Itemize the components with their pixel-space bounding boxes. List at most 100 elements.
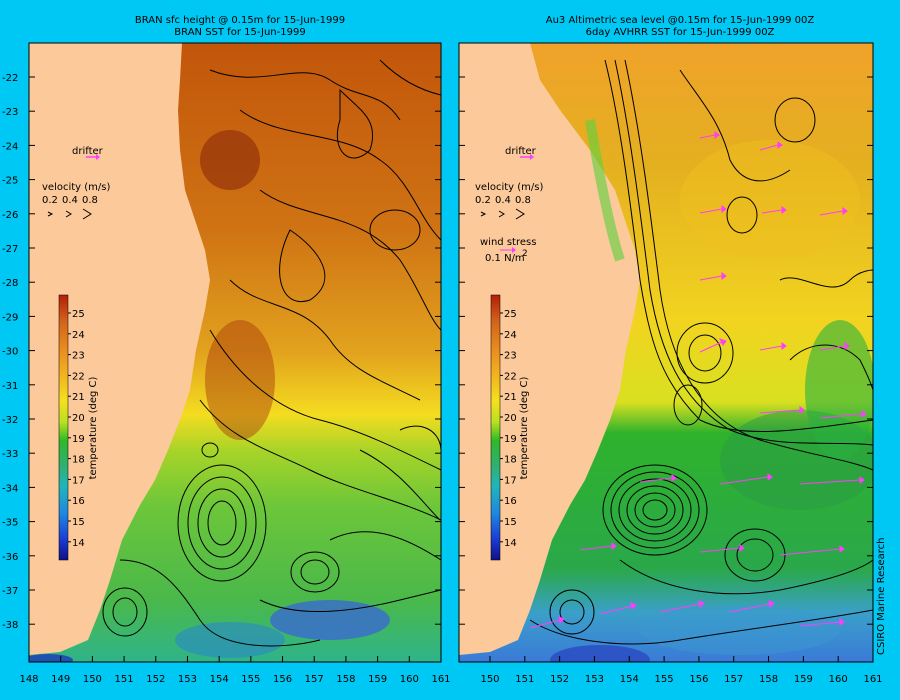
left-drifter-arrow-icon: [86, 154, 100, 160]
colorbar-tick-label: 18: [504, 455, 517, 466]
y-tick-label: -30: [2, 347, 18, 358]
y-tick-label: -37: [2, 586, 18, 597]
right-velocity-scale-0: 0.2: [475, 195, 491, 206]
left-title-line1: BRAN sfc height @ 0.15m for 15-Jun-1999: [134, 15, 346, 26]
x-tick-label: 155: [241, 674, 260, 685]
colorbar-tick-label: 17: [72, 475, 85, 486]
y-tick-label: -27: [2, 244, 18, 255]
left-map: [29, 43, 441, 662]
x-tick-label: 152: [146, 674, 165, 685]
y-tick-label: -35: [2, 518, 18, 529]
right-drifter-label: drifter: [505, 146, 537, 157]
y-tick-label: -24: [2, 141, 18, 152]
colorbar-tick-label: 24: [72, 330, 85, 341]
x-tick-label: 148: [19, 674, 38, 685]
right-velocity-scale-1: 0.4: [495, 195, 511, 206]
colorbar-tick-label: 14: [72, 538, 85, 549]
x-tick-label: 151: [515, 674, 534, 685]
left-ocean: [29, 43, 441, 662]
left-velocity-scale-1: 0.4: [62, 195, 78, 206]
colorbar-tick-label: 23: [504, 351, 517, 362]
colorbar-tick-label: 24: [504, 330, 517, 341]
left-velocity-scale-2: 0.8: [82, 195, 98, 206]
y-tick-label: -22: [2, 73, 18, 84]
colorbar-tick-label: 14: [504, 538, 517, 549]
x-tick-label: 159: [368, 674, 387, 685]
right-contours: [529, 59, 873, 645]
right-map: [459, 43, 873, 662]
y-tick-label: -29: [2, 312, 18, 323]
y-tick-label: -23: [2, 107, 18, 118]
y-tick-label: -28: [2, 278, 18, 289]
right-title-line1: Au3 Altimetric sea level @0.15m for 15-J…: [545, 15, 815, 26]
colorbar-tick-label: 17: [504, 475, 517, 486]
colorbar-tick-label: 20: [504, 413, 517, 424]
x-tick-label: 155: [655, 674, 674, 685]
x-tick-label: 154: [620, 674, 639, 685]
colorbar-tick-label: 25: [504, 309, 517, 320]
left-velocity-arrows-icon: [47, 208, 92, 220]
x-tick-label: 156: [273, 674, 292, 685]
colorbar-tick-label: 19: [504, 434, 517, 445]
colorbar-tick-label: 20: [72, 413, 85, 424]
y-tick-label: -26: [2, 210, 18, 221]
y-tick-label: -32: [2, 415, 18, 426]
x-tick-label: 149: [51, 674, 70, 685]
right-velocity-scale-2: 0.8: [515, 195, 531, 206]
x-tick-label: 161: [431, 674, 450, 685]
right-velocity-label: velocity (m/s): [475, 182, 543, 193]
x-tick-label: 158: [336, 674, 355, 685]
left-y-axis-ticks: -22 -23 -24 -25 -26 -27 -28 -29 -30 -31 -32 -33 -34 -…: [2, 73, 873, 631]
colorbar-tick-label: 23: [72, 351, 85, 362]
colorbar-tick-label: 15: [72, 517, 85, 528]
y-tick-label: -33: [2, 449, 18, 460]
right-colorbar-label: temperature (deg C): [519, 376, 530, 479]
x-tick-label: 154: [210, 674, 229, 685]
x-tick-label: 160: [829, 674, 848, 685]
x-tick-label: 161: [863, 674, 882, 685]
left-contours: [102, 59, 441, 647]
right-title-line2: 6day AVHRR SST for 15-Jun-1999 00Z: [585, 27, 775, 38]
left-colorbar-ticks: 25 24 23 22 21 20 19 18 17 16 15 14: [68, 309, 85, 549]
left-x-axis-ticks: 148 149 150 151 152 153 154 155 156 157 158 159 160 1…: [19, 656, 451, 685]
right-wind-label: wind stress: [480, 237, 536, 248]
colorbar-tick-label: 18: [72, 455, 85, 466]
y-tick-label: -25: [2, 176, 18, 187]
y-tick-label: -31: [2, 381, 18, 392]
x-tick-label: 159: [794, 674, 813, 685]
y-tick-label: -34: [2, 483, 18, 494]
x-tick-label: 157: [724, 674, 743, 685]
left-title-line2: BRAN SST for 15-Jun-1999: [174, 27, 306, 38]
right-x-axis-ticks: 150 151 152 153 154 155 156 157 158 159 160 161: [480, 656, 883, 685]
y-tick-label: -38: [2, 620, 18, 631]
left-colorbar-label: temperature (deg C): [88, 376, 99, 479]
x-tick-label: 150: [480, 674, 499, 685]
x-tick-label: 160: [400, 674, 419, 685]
colorbar-tick-label: 16: [72, 496, 85, 507]
right-wind-arrows: [529, 131, 867, 629]
colorbar-tick-label: 21: [504, 392, 517, 403]
right-colorbar-ticks: 25 24 23 22 21 20 19 18 17 16 15 14: [500, 309, 517, 549]
y-tick-label: -36: [2, 552, 18, 563]
x-tick-label: 150: [83, 674, 102, 685]
right-velocity-arrows-icon: [480, 208, 525, 220]
right-wind-value: 0.1 N/m: [485, 253, 525, 264]
colorbar-tick-label: 19: [72, 434, 85, 445]
right-colorbar: [490, 294, 501, 561]
colorbar-tick-label: 22: [504, 371, 517, 382]
colorbar-tick-label: 25: [72, 309, 85, 320]
colorbar-tick-label: 21: [72, 392, 85, 403]
colorbar-tick-label: 15: [504, 517, 517, 528]
right-wind-legend-arrow-icon: [500, 247, 516, 253]
right-wind-exponent: 2: [522, 249, 528, 259]
credit-text: CSIRO Marine Research: [876, 538, 887, 655]
left-colorbar: [58, 294, 69, 561]
x-tick-label: 158: [759, 674, 778, 685]
x-tick-label: 151: [115, 674, 134, 685]
colorbar-tick-label: 22: [72, 371, 85, 382]
x-tick-label: 157: [305, 674, 324, 685]
x-tick-label: 153: [585, 674, 604, 685]
left-velocity-label: velocity (m/s): [42, 182, 110, 193]
x-tick-label: 152: [550, 674, 569, 685]
